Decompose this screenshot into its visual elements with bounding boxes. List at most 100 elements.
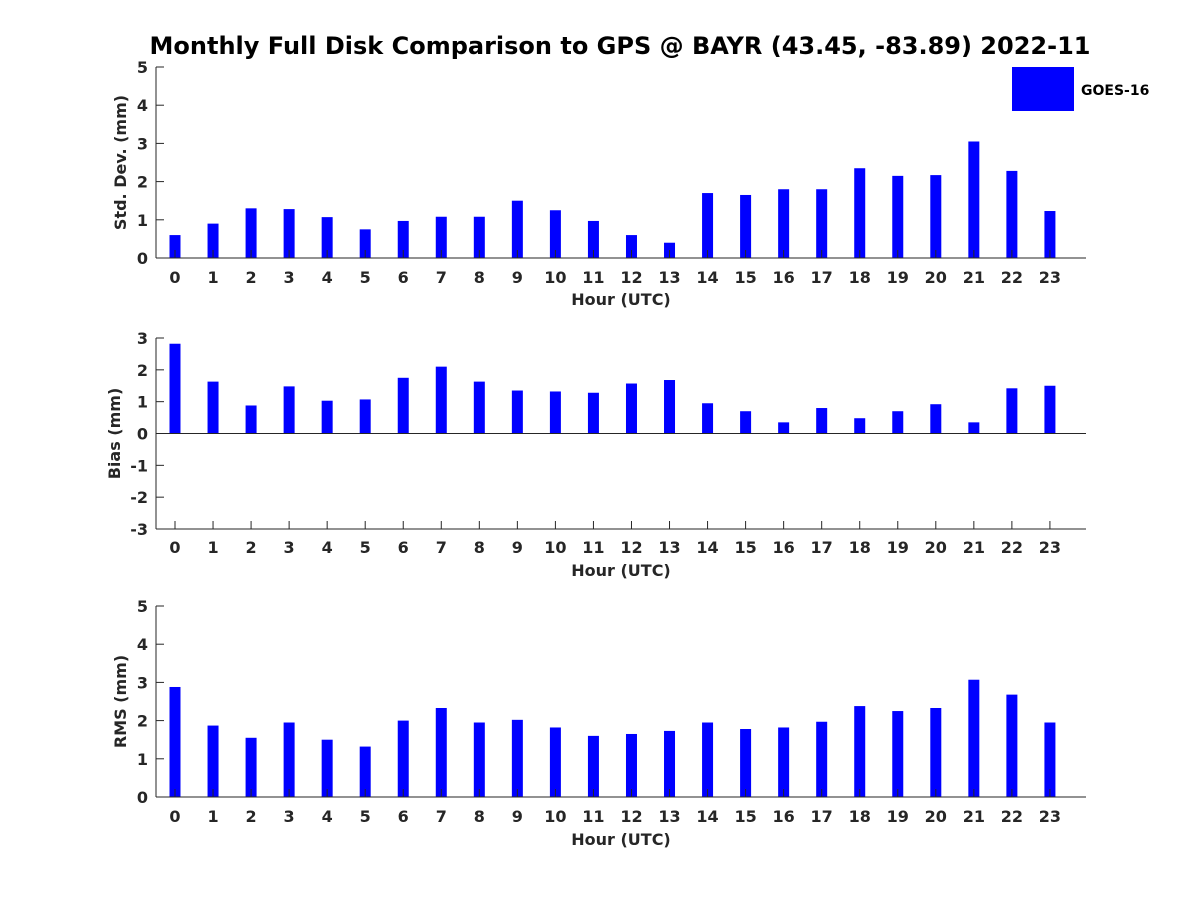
- bias-xtick-label: 7: [436, 538, 447, 557]
- rms-ytick-label: 2: [137, 712, 148, 731]
- std-dev-bar: [1006, 170, 1018, 258]
- bias-ytick-label: -2: [130, 488, 148, 507]
- std-dev-bar: [968, 141, 980, 258]
- std-dev-bar: [359, 229, 371, 258]
- bias-xtick-label: 14: [696, 538, 718, 557]
- bias-xtick-label: 1: [207, 538, 218, 557]
- bias-xtick-label: 8: [474, 538, 485, 557]
- rms-bar: [968, 679, 980, 797]
- rms-bar: [740, 729, 752, 797]
- rms-ytick-label: 4: [137, 635, 148, 654]
- rms-xtick-label: 10: [544, 807, 566, 826]
- bias-bar: [283, 386, 295, 434]
- std-dev-y-axis-label: Std. Dev. (mm): [111, 95, 130, 230]
- std-dev-ytick-label: 0: [137, 249, 148, 268]
- std-dev-ytick-label: 4: [137, 96, 148, 115]
- bias-ytick-label: 2: [137, 361, 148, 380]
- rms-y-axis-label: RMS (mm): [111, 655, 130, 748]
- std-dev-bar: [892, 175, 904, 258]
- bias-bar: [435, 366, 447, 434]
- std-dev-bar: [702, 193, 714, 258]
- bias-xtick-label: 22: [1001, 538, 1023, 557]
- rms-bar: [625, 733, 637, 797]
- std-dev-ytick-label: 5: [137, 58, 148, 77]
- bias-bar: [930, 404, 942, 434]
- rms-ytick-label: 1: [137, 750, 148, 769]
- bias-xtick-label: 19: [887, 538, 909, 557]
- rms-xtick-label: 3: [284, 807, 295, 826]
- rms-xtick-label: 4: [322, 807, 333, 826]
- bias-xtick-label: 5: [360, 538, 371, 557]
- std-dev-xtick-label: 18: [849, 268, 871, 287]
- std-dev-xtick-label: 16: [773, 268, 795, 287]
- rms-bar: [207, 725, 219, 797]
- bias-xtick-label: 2: [246, 538, 257, 557]
- rms-xtick-label: 16: [773, 807, 795, 826]
- rms-xtick-label: 13: [658, 807, 680, 826]
- bias-ytick-label: -1: [130, 456, 148, 475]
- rms-xtick-label: 17: [811, 807, 833, 826]
- std-dev-xtick-label: 3: [284, 268, 295, 287]
- rms-bar: [892, 711, 904, 797]
- bias-bar: [664, 380, 676, 434]
- std-dev-bar: [283, 209, 295, 258]
- std-dev-x-axis-label: Hour (UTC): [571, 290, 671, 309]
- std-dev-bar: [854, 168, 866, 258]
- std-dev-bar: [930, 175, 942, 258]
- bias-ytick-label: -3: [130, 520, 148, 539]
- bias-xtick-label: 16: [773, 538, 795, 557]
- rms-xtick-label: 12: [620, 807, 642, 826]
- rms-bar: [359, 746, 371, 797]
- std-dev-ytick-label: 2: [137, 173, 148, 192]
- bias-bar: [587, 392, 599, 434]
- bias-xtick-label: 4: [322, 538, 333, 557]
- bias-ytick-label: 0: [137, 425, 148, 444]
- std-dev-bar: [625, 235, 637, 258]
- rms-xtick-label: 0: [169, 807, 180, 826]
- rms-bar: [702, 722, 714, 797]
- bias-xtick-label: 13: [658, 538, 680, 557]
- bias-xtick-label: 21: [963, 538, 985, 557]
- bias-xtick-label: 12: [620, 538, 642, 557]
- std-dev-bar: [587, 220, 599, 258]
- std-dev-xtick-label: 7: [436, 268, 447, 287]
- std-dev-xtick-label: 5: [360, 268, 371, 287]
- std-dev-xtick-label: 17: [811, 268, 833, 287]
- rms-bar: [321, 739, 333, 797]
- bias-bar: [169, 343, 181, 434]
- bias-ytick-label: 1: [137, 393, 148, 412]
- bias-bar: [245, 405, 257, 434]
- rms-ytick-label: 3: [137, 673, 148, 692]
- std-dev-xtick-label: 10: [544, 268, 566, 287]
- bias-bar: [625, 383, 637, 434]
- std-dev-bar: [511, 200, 523, 258]
- legend-label: GOES-16: [1081, 83, 1149, 99]
- bias-xtick-label: 3: [284, 538, 295, 557]
- std-dev-xtick-label: 11: [582, 268, 604, 287]
- std-dev-bar: [778, 189, 790, 258]
- std-dev-bar: [1044, 211, 1056, 258]
- bias-bar: [511, 390, 523, 434]
- rms-bar: [511, 719, 523, 797]
- rms-bar: [435, 707, 447, 797]
- rms-bar: [1044, 722, 1056, 797]
- rms-xtick-label: 11: [582, 807, 604, 826]
- bias-bar: [473, 381, 485, 434]
- rms-xtick-label: 8: [474, 807, 485, 826]
- bias-bar: [359, 399, 371, 434]
- bias-bar: [1044, 385, 1056, 434]
- std-dev-bar: [321, 217, 333, 258]
- std-dev-xtick-label: 23: [1039, 268, 1061, 287]
- std-dev-xtick-label: 22: [1001, 268, 1023, 287]
- rms-bar: [587, 735, 599, 797]
- legend: GOES-16: [1012, 67, 1149, 111]
- std-dev-bar: [245, 208, 257, 258]
- std-dev-bar: [397, 220, 409, 258]
- rms-xtick-label: 19: [887, 807, 909, 826]
- rms-xtick-label: 2: [246, 807, 257, 826]
- std-dev-xtick-label: 12: [620, 268, 642, 287]
- bias-xtick-label: 17: [811, 538, 833, 557]
